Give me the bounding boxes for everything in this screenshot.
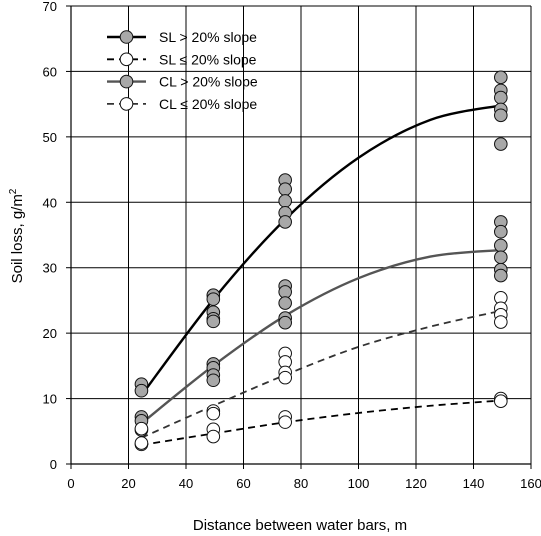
x-tick-label: 60 xyxy=(236,476,250,491)
series-1-point xyxy=(134,383,149,398)
legend-marker-2 xyxy=(119,52,134,67)
legend-label-3: CL > 20% slope xyxy=(159,74,258,90)
x-tick-label: 80 xyxy=(294,476,308,491)
series-3-point xyxy=(206,373,221,388)
legend-marker-3 xyxy=(119,74,134,89)
series-1-point xyxy=(278,215,292,229)
y-tick-label: 60 xyxy=(43,64,57,79)
series-3-point xyxy=(494,224,508,239)
data-points xyxy=(134,70,508,452)
y-axis-title-text: Soil loss, g/m xyxy=(9,194,26,283)
series-3-point xyxy=(278,315,292,330)
y-tick-label: 10 xyxy=(43,392,57,407)
y-axis-title: Soil loss, g/m2 xyxy=(8,188,26,283)
series-2-point xyxy=(206,429,221,444)
series-4-point xyxy=(134,421,149,436)
series-1-point xyxy=(206,314,221,329)
y-tick-label: 20 xyxy=(43,326,57,341)
series-1-point xyxy=(494,108,508,123)
series-1-point xyxy=(494,70,508,85)
series-1-point xyxy=(278,194,292,208)
series-1-point xyxy=(278,182,292,196)
y-tick-label: 70 xyxy=(43,0,57,14)
series-4-point xyxy=(494,315,508,329)
tick-labels: 0 20 40 60 80 100 120 140 160 0 10 20 30 40 50 60 70 xyxy=(43,0,541,491)
legend-label-2: SL ≤ 20% slope xyxy=(159,51,257,67)
series-3-point xyxy=(278,296,292,310)
series-3-point xyxy=(494,238,508,253)
y-tick-label: 40 xyxy=(43,195,57,210)
y-tick-label: 0 xyxy=(50,457,57,472)
x-tick-label: 120 xyxy=(405,476,427,491)
x-tick-label: 40 xyxy=(179,476,193,491)
y-axis-title-superscript: 2 xyxy=(8,188,19,194)
series-2-point xyxy=(494,394,508,408)
x-tick-label: 160 xyxy=(520,476,541,491)
legend-marker-1 xyxy=(119,30,134,44)
series-3-point xyxy=(494,250,508,265)
x-tick-label: 140 xyxy=(463,476,485,491)
series-4-point xyxy=(278,370,292,385)
series-1-fit-curve xyxy=(140,104,502,397)
x-axis-title: Distance between water bars, m xyxy=(193,517,407,534)
series-3-point xyxy=(494,268,508,283)
axes xyxy=(66,5,532,469)
legend-label-4: CL ≤ 20% slope xyxy=(159,96,257,112)
legend-label-1: SL > 20% slope xyxy=(159,29,257,45)
x-tick-label: 20 xyxy=(121,476,135,491)
series-2-point xyxy=(278,415,292,429)
x-tick-label: 0 xyxy=(67,476,74,491)
series-4-point xyxy=(134,436,149,450)
x-tick-label: 100 xyxy=(348,476,370,491)
legend-marker-4 xyxy=(119,97,134,111)
legend: SL > 20% slope SL ≤ 20% slope CL > 20% slo… xyxy=(107,29,258,112)
grid-lines xyxy=(71,5,532,464)
series-3-fit-curve xyxy=(140,248,501,425)
y-tick-label: 50 xyxy=(43,130,57,145)
y-tick-label: 30 xyxy=(43,261,57,276)
series-4-point xyxy=(206,406,221,421)
series-1-point xyxy=(494,137,508,151)
series-1-point xyxy=(494,90,508,105)
series-1-point xyxy=(206,292,221,306)
